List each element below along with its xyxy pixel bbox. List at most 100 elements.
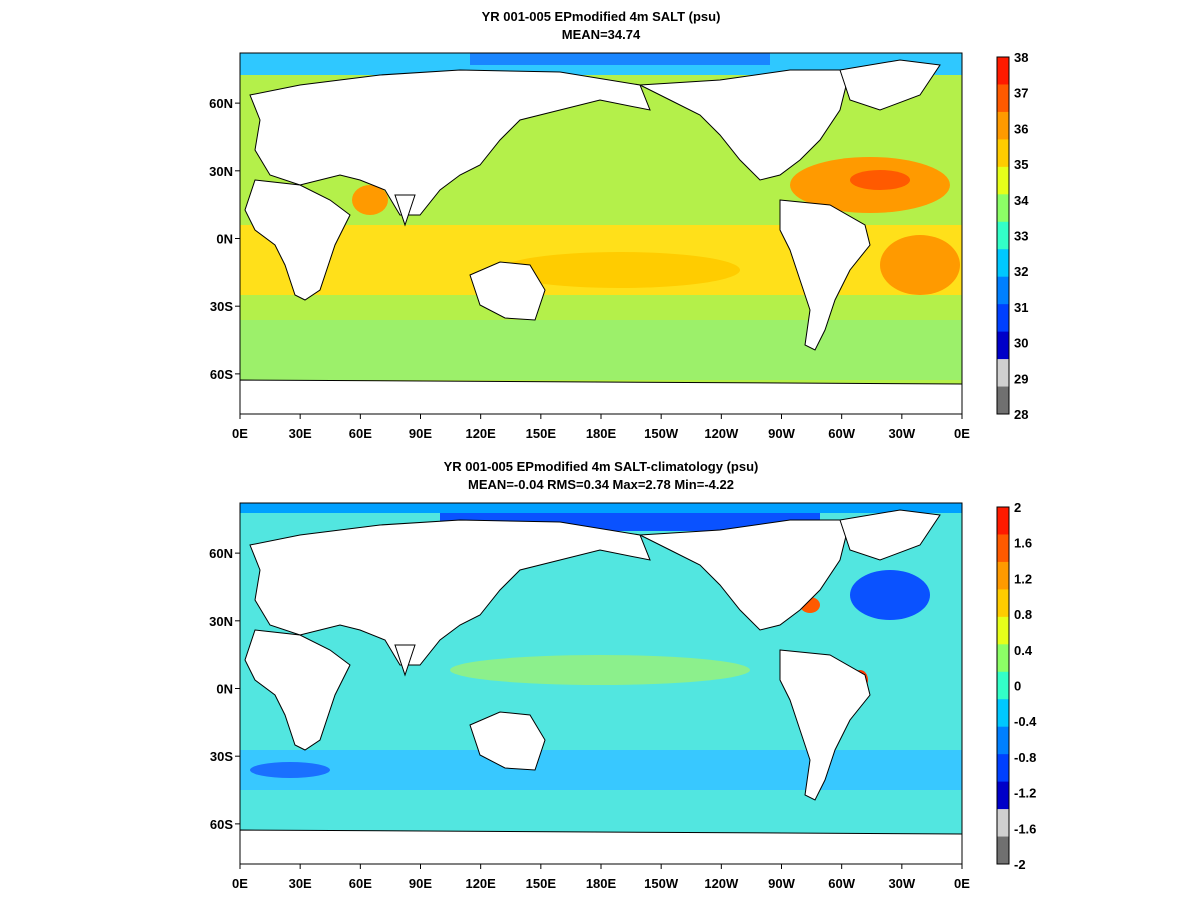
land-north-america [638,519,851,631]
y-tick-label: 30N [209,614,233,629]
x-tick-label: 150W [644,426,679,441]
colorbar-label: 0 [1014,679,1021,694]
colorbar-swatch [997,754,1009,783]
colorbar-swatch [997,534,1009,563]
equatorial-positive [450,655,750,685]
land-north-america [638,69,851,181]
y-tick-label: 30S [210,749,233,764]
colorbar-swatch [997,589,1009,618]
land-masses [239,509,963,865]
y-tick-label: 30N [209,164,233,179]
x-tick-label: 150W [644,876,679,891]
land-africa [244,179,351,301]
land-greenland [839,59,941,111]
colorbar-swatch [997,194,1009,223]
colorbar-label: -0.8 [1014,750,1036,765]
colorbar-label: 0.8 [1014,607,1032,622]
x-tick-label: 0E [954,876,970,891]
x-tick-label: 30E [289,426,312,441]
colorbar-label: 2 [1014,500,1021,515]
colorbar-label: -2 [1014,857,1026,872]
colorbar-border [996,56,1010,415]
colorbar-swatch [997,386,1009,415]
colorbar-swatch [997,726,1009,755]
anomaly-map: 0E 30E 60E 90E 120E 150E 180E 150W 120W 90W 60W 30W… [209,500,1037,891]
colorbar-label: 29 [1014,371,1028,386]
colorbar-swatch [997,276,1009,305]
colorbar-label: 1.6 [1014,536,1032,551]
colorbar-swatch [997,616,1009,645]
x-axis: 0E 30E 60E 90E 120E 150E 180E 150W 120W 90W 60W 30W… [232,414,970,441]
y-axis: 60N 30N 0N 30S 60S [209,546,240,832]
colorbar-label: 28 [1014,407,1028,422]
colorbar-label: 36 [1014,121,1028,136]
colorbar-label: 31 [1014,300,1028,315]
x-tick-label: 120W [704,876,739,891]
colorbar-label: -0.4 [1014,714,1037,729]
land-india [394,644,416,677]
colorbar-swatch [997,166,1009,195]
colorbar-label: 37 [1014,86,1028,101]
south-pacific-high [500,252,740,288]
colorbar-label: 0.4 [1014,643,1033,658]
x-tick-label: 150E [526,876,557,891]
x-tick-label: 60W [828,876,855,891]
colorbar-swatch [997,359,1009,388]
southern-anomaly-band [240,750,962,790]
x-tick-label: 0E [232,426,248,441]
arctic-band [240,503,962,513]
land-south-america [779,649,871,801]
colorbar-swatch [997,507,1009,535]
colorbar-swatch [997,304,1009,333]
colorbar-swatch [997,84,1009,113]
south-atlantic-high [880,235,960,295]
south-indian-anomaly [250,762,330,778]
north-atlantic-anomaly [850,570,930,620]
colorbar-swatch [997,57,1009,85]
x-tick-label: 120E [465,876,496,891]
colorbar-swatch [997,836,1009,865]
x-tick-label: 30W [888,876,915,891]
salinity-panel: YR 001-005 EPmodified 4m SALT (psu) MEAN… [209,9,1029,441]
colorbar-swatch [997,249,1009,278]
north-atlantic-core [850,170,910,190]
colorbar-label: 38 [1014,50,1028,65]
y-tick-label: 60S [210,367,233,382]
x-tick-label: 60W [828,426,855,441]
colorbar-label: -1.2 [1014,786,1036,801]
land-australia [469,711,546,771]
x-tick-label: 120W [704,426,739,441]
colorbar-label: 1.2 [1014,571,1032,586]
land-greenland [839,509,941,561]
x-tick-label: 180E [586,426,617,441]
x-tick-label: 90E [409,426,432,441]
land-antarctica [239,379,963,415]
map-frame [239,503,963,865]
x-tick-label: 60E [349,426,372,441]
y-tick-label: 30S [210,299,233,314]
colorbar-label: 35 [1014,157,1028,172]
land-australia [469,261,546,321]
colorbar-label: 32 [1014,264,1028,279]
y-tick-label: 60N [209,546,233,561]
colorbar-swatch [997,809,1009,838]
colorbar-swatch [997,331,1009,360]
panel-title-line2: MEAN=34.74 [561,27,641,42]
colorbar-border [996,506,1010,865]
colorbar-swatch [997,781,1009,810]
colorbar-label: 30 [1014,336,1028,351]
land-antarctica [239,829,963,865]
colorbar-swatch [997,111,1009,140]
y-tick-label: 0N [216,682,233,697]
panel-title-line1: YR 001-005 EPmodified 4m SALT (psu) [481,9,721,24]
panel-title-line2: MEAN=-0.04 RMS=0.34 Max=2.78 Min=-4.22 [468,477,734,492]
land-south-america [779,199,871,351]
x-tick-label: 0E [954,426,970,441]
colorbar-swatch [997,671,1009,700]
x-tick-label: 90E [409,876,432,891]
colorbar-swatch [997,139,1009,168]
x-tick-label: 30W [888,426,915,441]
panel-title-line1: YR 001-005 EPmodified 4m SALT-climatolog… [443,459,759,474]
colorbar-swatch [997,221,1009,250]
colorbar: 38 37 36 35 34 33 32 31 30 29 28 [996,50,1029,422]
